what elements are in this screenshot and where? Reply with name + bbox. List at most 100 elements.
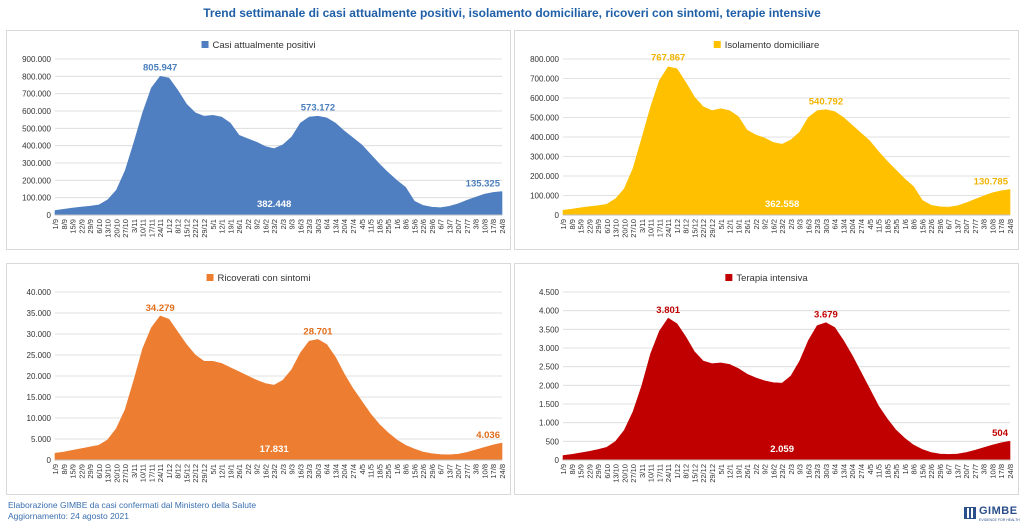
- x-tick-label: 20/10: [112, 464, 121, 483]
- x-tick-label: 13/10: [104, 219, 113, 238]
- y-tick-label: 4.500: [539, 288, 560, 297]
- y-tick-label: 800.000: [530, 55, 559, 64]
- x-tick-label: 4/5: [358, 464, 367, 474]
- chart-panel-ricoverati: Ricoverati con sintomi 0 5.000 10.000 15.000…: [6, 263, 511, 495]
- x-tick-label: 27/10: [629, 464, 638, 483]
- x-tick-label: 9/2: [253, 464, 262, 474]
- x-tick-label: 13/10: [612, 219, 621, 238]
- data-label: 805.947: [143, 62, 177, 73]
- y-tick-label: 400.000: [530, 133, 559, 142]
- chart-svg-positivi: Casi attualmente positivi 0 100.000 200.000…: [22, 40, 507, 238]
- x-tick-label: 13/7: [953, 464, 962, 479]
- x-tick-label: 30/3: [314, 464, 323, 479]
- y-tick-label: 10.000: [27, 414, 52, 423]
- x-tick-label: 29/12: [708, 464, 717, 483]
- x-tick-label: 15/6: [918, 219, 927, 234]
- x-tick-label: 23/3: [813, 464, 822, 479]
- data-label: 34.279: [146, 303, 175, 314]
- x-tick-label: 10/11: [647, 464, 656, 482]
- x-tick-label: 8/6: [402, 464, 411, 474]
- x-tick-label: 13/4: [331, 464, 340, 479]
- legend-label: Casi attualmente positivi: [213, 40, 316, 51]
- x-tick-label: 5/1: [717, 219, 726, 229]
- x-tick-label: 6/7: [945, 219, 954, 229]
- legend: Terapia intensiva: [725, 273, 808, 284]
- x-tick-label: 27/10: [629, 219, 638, 238]
- y-tick-label: 0: [555, 211, 560, 220]
- x-tick-label: 18/5: [883, 464, 892, 479]
- x-tick-label: 27/10: [121, 464, 130, 483]
- x-tick-label: 24/8: [1006, 219, 1015, 234]
- data-label: 362.558: [765, 199, 799, 210]
- x-tick-label: 15/6: [410, 464, 419, 479]
- legend-swatch: [206, 274, 214, 281]
- x-tick-label: 17/11: [655, 219, 664, 237]
- legend-label: Terapia intensiva: [736, 273, 808, 284]
- data-label: 3.679: [814, 310, 838, 321]
- y-tick-label: 500.000: [22, 124, 51, 133]
- x-tick-label: 3/11: [130, 464, 139, 478]
- x-tick-label: 3/8: [472, 464, 481, 474]
- y-tick-label: 3.500: [539, 325, 560, 334]
- x-tick-label: 18/5: [883, 219, 892, 234]
- x-tick-label: 8/12: [174, 464, 183, 479]
- x-tick-label: 1/12: [165, 219, 174, 234]
- x-tick-label: 9/3: [288, 219, 297, 229]
- x-tick-label: 6/7: [437, 464, 446, 474]
- x-tick-label: 24/11: [664, 219, 673, 237]
- x-tick-label: 8/9: [568, 464, 577, 474]
- x-tick-label: 15/9: [577, 219, 586, 234]
- y-tick-label: 100.000: [530, 192, 559, 201]
- data-label: 2.059: [770, 444, 794, 455]
- data-label: 540.792: [809, 97, 843, 108]
- x-tick-label: 3/11: [638, 219, 647, 233]
- x-tick-label: 19/1: [226, 219, 235, 234]
- x-tick-label: 1/6: [393, 219, 402, 229]
- x-tick-label: 20/10: [620, 464, 629, 483]
- x-tick-label: 20/10: [620, 219, 629, 238]
- x-tick-label: 8/6: [910, 464, 919, 474]
- x-tick-label: 1/6: [393, 464, 402, 474]
- x-tick-label: 8/12: [682, 464, 691, 479]
- x-tick-label: 27/4: [857, 464, 866, 479]
- x-tick-label: 17/8: [489, 464, 498, 479]
- x-tick-label: 22/12: [699, 464, 708, 483]
- y-tick-label: 700.000: [530, 75, 559, 84]
- x-tick-label: 23/3: [813, 219, 822, 234]
- x-tick-label: 23/2: [270, 464, 279, 479]
- x-tick-label: 17/11: [147, 464, 156, 482]
- x-tick-label: 27/7: [971, 219, 980, 234]
- x-tick-label: 15/9: [577, 464, 586, 479]
- y-tick-label: 0: [47, 211, 52, 220]
- x-tick-label: 13/7: [445, 219, 454, 234]
- gimbe-logo: GIMBE EVIDENCE FOR HEALTH: [964, 505, 1020, 525]
- footer: Elaborazione GIMBE da casi confermati da…: [8, 500, 256, 522]
- x-tick-label: 15/12: [690, 464, 699, 483]
- x-tick-label: 24/8: [498, 219, 507, 234]
- x-tick-label: 22/6: [927, 464, 936, 479]
- x-tick-label: 22/9: [77, 464, 86, 479]
- x-tick-label: 26/1: [235, 219, 244, 234]
- y-tick-label: 4.000: [539, 307, 560, 316]
- x-tick-label: 20/4: [848, 219, 857, 234]
- x-tick-label: 22/6: [419, 464, 428, 479]
- y-tick-label: 800.000: [22, 72, 51, 81]
- x-tick-label: 11/5: [367, 219, 376, 233]
- logo-name: GIMBE: [979, 505, 1018, 517]
- data-label: 504: [992, 428, 1009, 439]
- x-tick-label: 22/6: [927, 219, 936, 234]
- x-tick-label: 13/10: [612, 464, 621, 483]
- x-tick-label: 16/2: [261, 464, 270, 479]
- x-tick-label: 16/2: [261, 219, 270, 234]
- x-tick-label: 27/4: [349, 219, 358, 234]
- x-tick-label: 15/9: [69, 464, 78, 479]
- legend-swatch: [201, 41, 209, 48]
- chart-svg-isolamento: Isolamento domiciliare 0 100.000 200.000 300…: [530, 40, 1015, 238]
- legend-label: Ricoverati con sintomi: [218, 273, 311, 284]
- x-tick-label: 13/10: [104, 464, 113, 483]
- x-tick-label: 26/1: [743, 219, 752, 234]
- x-tick-label: 23/3: [305, 219, 314, 234]
- y-tick-label: 35.000: [27, 309, 52, 318]
- x-tick-label: 22/12: [191, 464, 200, 483]
- x-tick-label: 15/6: [918, 464, 927, 479]
